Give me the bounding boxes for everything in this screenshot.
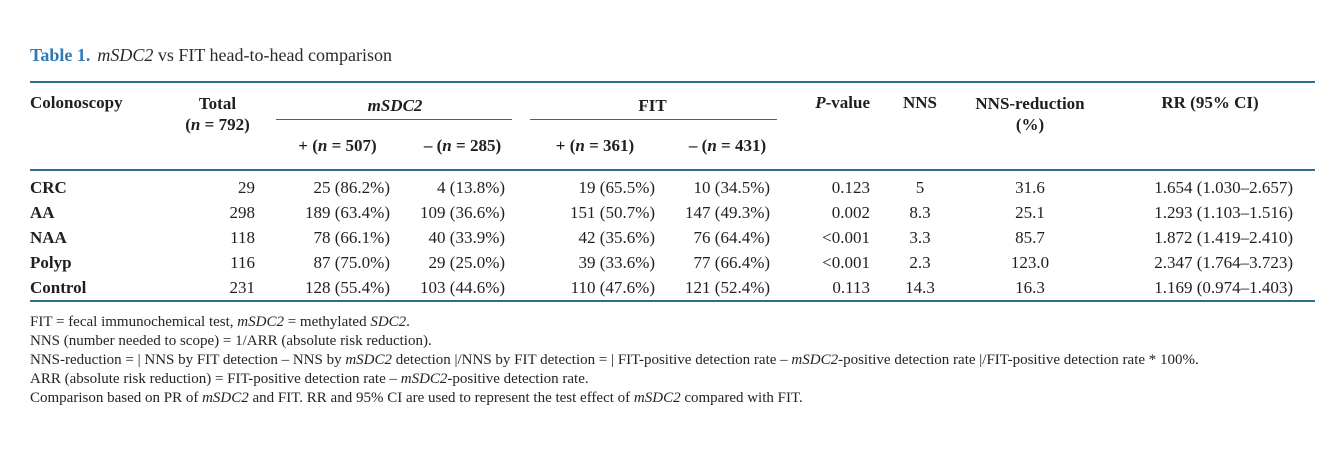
table-row: Polyp 116 87 (75.0%) 29 (25.0%) 39 (33.6%) 77… xyxy=(30,250,1315,275)
cell-p-value: 0.113 xyxy=(785,275,886,302)
table-row: AA 298 189 (63.4%) 109 (36.6%) 151 (50.7%) 14… xyxy=(30,200,1315,225)
cell-colonoscopy: NAA xyxy=(30,228,67,247)
cell-nns: 2.3 xyxy=(909,253,931,272)
cell-nns-reduction: 25.1 xyxy=(1015,203,1045,222)
cell-rr-95ci: 1.293 (1.103–1.516) xyxy=(1154,203,1294,222)
cell-msdc2-positive: 25 (86.2%) xyxy=(270,169,405,200)
cell-nns-reduction: 85.7 xyxy=(1015,228,1045,247)
fit-spanner-rule xyxy=(530,119,778,120)
cell-msdc2-positive: 189 (63.4%) xyxy=(305,203,390,222)
cell-p-value: 0.002 xyxy=(831,203,871,222)
column-group-msdc2: mSDC2 xyxy=(270,82,520,120)
footnote-nns-definition: NNS (number needed to scope) = 1/ARR (ab… xyxy=(30,333,432,349)
cell-nns: 14.3 xyxy=(885,275,956,302)
cell-msdc2-positive: 78 (66.1%) xyxy=(313,228,390,247)
table-body: CRC 29 25 (86.2%) 4 (13.8%) 19 (65.5%) 10 (34… xyxy=(30,169,1316,302)
cell-msdc2-positive: 128 (55.4%) xyxy=(270,275,405,302)
cell-p-value: <0.001 xyxy=(822,253,871,272)
column-group-msdc2-label: mSDC2 xyxy=(367,96,423,115)
cell-msdc2-negative: 4 (13.8%) xyxy=(405,169,521,200)
cell-p-value: 0.123 xyxy=(785,169,886,200)
footnote-nns-reduction-definition: NNS-reduction = | NNS by FIT detection –… xyxy=(30,352,1199,368)
column-header-nns-reduction-line1: NNS-reduction xyxy=(975,94,1085,113)
table-row: CRC 29 25 (86.2%) 4 (13.8%) 19 (65.5%) 10 (34… xyxy=(30,169,1316,200)
cell-nns: 3.3 xyxy=(909,228,931,247)
subheader-fit-negative: – (n = 431) xyxy=(688,136,767,155)
footnote-abbreviations: FIT = fecal immunochemical test, mSDC2 =… xyxy=(30,314,410,330)
column-header-rr-95ci: RR (95% CI) xyxy=(1161,93,1259,112)
column-header-p-value: P-value xyxy=(815,93,871,112)
subheader-msdc2-positive: + (n = 507) xyxy=(298,136,377,155)
cell-colonoscopy: AA xyxy=(30,203,55,222)
table-row: NAA 118 78 (66.1%) 40 (33.9%) 42 (35.6%) 76 (… xyxy=(30,225,1315,250)
cell-total: 298 xyxy=(229,203,256,222)
column-header-nns-reduction: NNS-reduction (%) xyxy=(955,82,1105,170)
table-title: Table 1. mSDC2 vs FIT head-to-head compar… xyxy=(30,44,1315,66)
cell-fit-positive: 110 (47.6%) xyxy=(520,275,671,302)
cell-fit-negative: 77 (66.4%) xyxy=(693,253,771,272)
cell-fit-positive: 39 (33.6%) xyxy=(578,253,656,272)
cell-fit-positive: 19 (65.5%) xyxy=(520,169,671,200)
msdc2-spanner-rule xyxy=(276,119,513,120)
column-group-fit-label: FIT xyxy=(638,96,667,115)
column-header-total-line1: Total xyxy=(198,94,237,113)
subheader-msdc2-negative: – (n = 285) xyxy=(423,136,502,155)
cell-fit-negative: 147 (49.3%) xyxy=(685,203,771,222)
column-header-nns: NNS xyxy=(903,93,938,112)
cell-msdc2-negative: 40 (33.9%) xyxy=(428,228,506,247)
cell-nns-reduction: 16.3 xyxy=(955,275,1106,302)
table-title-text: mSDC2 vs FIT head-to-head comparison xyxy=(97,45,392,65)
cell-msdc2-positive: 87 (75.0%) xyxy=(313,253,390,272)
table-header: Colonoscopy Total (n = 792) mSDC2 FIT P-… xyxy=(30,82,1315,170)
cell-total: 29 xyxy=(165,169,270,200)
cell-fit-negative: 76 (64.4%) xyxy=(693,228,771,247)
cell-nns-reduction: 31.6 xyxy=(955,169,1106,200)
header-row-top: Colonoscopy Total (n = 792) mSDC2 FIT P-… xyxy=(30,82,1315,134)
cell-msdc2-negative: 109 (36.6%) xyxy=(420,203,506,222)
column-header-colonoscopy: Colonoscopy xyxy=(30,93,123,112)
column-header-total-line2: (n = 792) xyxy=(185,115,250,134)
cell-rr-95ci: 2.347 (1.764–3.723) xyxy=(1154,253,1294,272)
column-header-total: Total (n = 792) xyxy=(165,82,270,170)
cell-rr-95ci: 1.872 (1.419–2.410) xyxy=(1154,228,1294,247)
cell-nns: 5 xyxy=(885,169,956,200)
cell-nns: 8.3 xyxy=(909,203,931,222)
cell-colonoscopy: Polyp xyxy=(30,253,72,272)
comparison-table: Colonoscopy Total (n = 792) mSDC2 FIT P-… xyxy=(30,81,1316,302)
footnote-comparison-note: Comparison based on PR of mSDC2 and FIT.… xyxy=(30,390,803,406)
footnote-arr-definition: ARR (absolute risk reduction) = FIT-posi… xyxy=(30,371,589,387)
cell-msdc2-negative: 29 (25.0%) xyxy=(428,253,506,272)
cell-p-value: <0.001 xyxy=(822,228,871,247)
cell-msdc2-negative: 103 (44.6%) xyxy=(405,275,521,302)
cell-fit-negative: 121 (52.4%) xyxy=(670,275,786,302)
cell-fit-negative: 10 (34.5%) xyxy=(670,169,786,200)
cell-rr-95ci: 1.654 (1.030–2.657) xyxy=(1105,169,1316,200)
column-group-fit: FIT xyxy=(520,82,785,120)
table-number-label: Table 1. xyxy=(30,45,91,65)
table-row: Control 231 128 (55.4%) 103 (44.6%) 110 (47.… xyxy=(30,275,1316,302)
cell-fit-positive: 42 (35.6%) xyxy=(578,228,656,247)
cell-colonoscopy: CRC xyxy=(30,169,165,200)
subheader-fit-positive: + (n = 361) xyxy=(555,136,635,155)
cell-colonoscopy: Control xyxy=(30,275,165,302)
cell-total: 116 xyxy=(230,253,255,272)
cell-nns-reduction: 123.0 xyxy=(1010,253,1050,272)
cell-total: 118 xyxy=(230,228,255,247)
header-row-sub: + (n = 507) – (n = 285) + (n = 361) – (n… xyxy=(30,120,1315,170)
cell-fit-positive: 151 (50.7%) xyxy=(570,203,656,222)
footnotes: FIT = fecal immunochemical test, mSDC2 =… xyxy=(30,313,1315,408)
cell-rr-95ci: 1.169 (0.974–1.403) xyxy=(1105,275,1316,302)
page: Table 1. mSDC2 vs FIT head-to-head compar… xyxy=(30,44,1316,408)
column-header-nns-reduction-line2: (%) xyxy=(1015,115,1045,134)
cell-total: 231 xyxy=(165,275,270,302)
